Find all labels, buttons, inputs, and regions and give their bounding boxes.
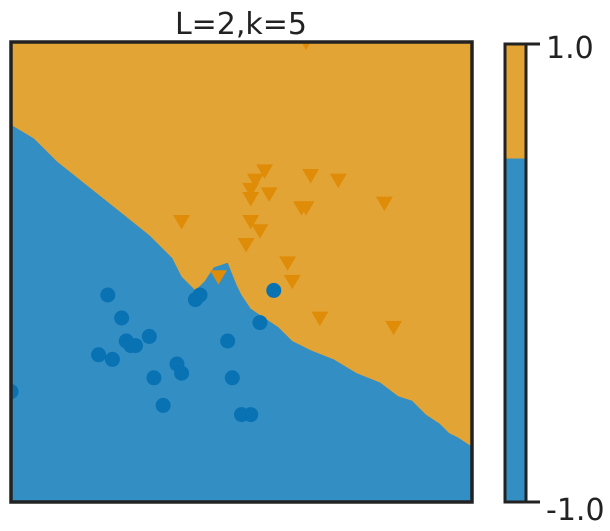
colorbar-negative — [505, 158, 526, 502]
plot-area — [9, 40, 474, 504]
region-negative — [11, 124, 472, 502]
circle-point-8 — [141, 328, 157, 344]
circle-point-7 — [104, 351, 120, 367]
circle-point-10 — [155, 397, 171, 413]
colorbar-max-label: 1.0 — [546, 31, 594, 66]
circle-point-2 — [114, 310, 130, 326]
circle-point-1 — [100, 287, 116, 303]
triangle-point-17 — [329, 173, 347, 189]
triangle-point-18 — [375, 196, 393, 212]
triangle-point-4 — [242, 215, 260, 230]
circle-point-15 — [220, 333, 236, 349]
triangle-point-1 — [173, 215, 191, 230]
triangle-point-10 — [260, 187, 278, 202]
circle-point-20 — [266, 282, 282, 298]
triangle-point-5 — [242, 192, 260, 207]
decision-regions — [11, 42, 472, 502]
triangle-point-15 — [302, 169, 320, 184]
triangle-point-2 — [209, 270, 227, 285]
circle-point-19 — [252, 315, 268, 331]
circle-point-6 — [91, 347, 107, 363]
colorbar-frame — [503, 42, 528, 504]
circle-point-5 — [127, 338, 143, 354]
chart-title: L=2,k=5 — [175, 7, 307, 42]
circle-point-9 — [146, 370, 162, 386]
triangle-point-12 — [283, 274, 301, 290]
colorbar-positive — [505, 44, 526, 159]
colorbar — [503, 42, 540, 504]
circle-point-16 — [224, 370, 240, 386]
triangle-point-9 — [256, 164, 274, 179]
triangle-point-11 — [279, 256, 297, 271]
triangle-point-8 — [251, 224, 269, 239]
triangle-point-0 — [301, 42, 311, 51]
triangle-point-7 — [246, 173, 264, 189]
circle-point-12 — [174, 365, 190, 381]
triangle-point-16 — [311, 311, 329, 327]
circle-point-14 — [192, 287, 208, 303]
triangle-point-14 — [297, 201, 315, 216]
triangle-point-3 — [237, 238, 255, 253]
scatter-points — [11, 42, 403, 423]
triangle-point-19 — [385, 320, 403, 336]
plot-frame — [9, 40, 474, 504]
circle-point-0 — [11, 384, 19, 400]
circle-point-18 — [243, 407, 259, 423]
colorbar-min-label: -1.0 — [546, 493, 605, 528]
